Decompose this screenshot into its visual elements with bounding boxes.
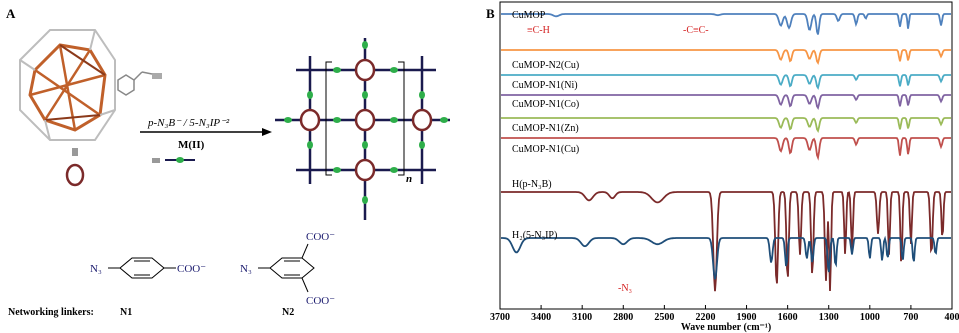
repeat-subscript: n bbox=[406, 173, 412, 185]
spectrum-line bbox=[501, 235, 951, 280]
spectrum-line bbox=[501, 74, 951, 90]
reagent-text: p-N₃B⁻ / 5-N₃IP⁻² bbox=[147, 117, 230, 129]
x-tick-label: 400 bbox=[945, 312, 959, 323]
annotation-n3: -N₃ bbox=[618, 283, 632, 294]
panel-a-scheme: A p-N₃B⁻ / 5-N₃IP⁻² M(II) bbox=[6, 6, 450, 318]
panel-a-label: A bbox=[6, 6, 16, 21]
x-tick-label: 1300 bbox=[819, 312, 839, 323]
x-tick-label: 3100 bbox=[572, 312, 592, 323]
spectrum-label: CuMOP-N1(Co) bbox=[512, 99, 579, 110]
x-tick-label: 1900 bbox=[737, 312, 757, 323]
network-nodes bbox=[299, 58, 433, 182]
linkers-caption: Networking linkers: bbox=[8, 307, 94, 318]
svg-text:COO⁻: COO⁻ bbox=[177, 263, 206, 275]
metal-text: M(II) bbox=[178, 139, 205, 151]
spectrum-label: CuMOP-N2(Cu) bbox=[512, 60, 579, 71]
spectrum-line bbox=[501, 13, 951, 35]
linker-n1-label: N1 bbox=[120, 307, 132, 318]
equivalence-mark bbox=[72, 148, 78, 156]
spectrum-label: CuMOP-N1(Cu) bbox=[512, 144, 579, 155]
cage-node-symbol bbox=[65, 163, 85, 187]
spectrum-line bbox=[501, 191, 951, 292]
spectrum-label: CuMOP-N1(Zn) bbox=[512, 123, 579, 134]
spectrum-line bbox=[501, 137, 951, 161]
linker-n2-label: N2 bbox=[282, 307, 294, 318]
annotation-ch: ≡C-H bbox=[527, 25, 550, 36]
panel-b-label: B bbox=[486, 6, 495, 21]
linker-n2-structure: N₃ COO⁻ COO⁻ bbox=[240, 231, 335, 307]
spectrum-label: CuMOP bbox=[512, 10, 546, 21]
spectra-lines bbox=[501, 13, 951, 292]
x-tick-label: 2500 bbox=[654, 312, 674, 323]
svg-text:N₃: N₃ bbox=[240, 263, 252, 275]
plot-frame bbox=[499, 1, 953, 310]
x-tick-label: 1600 bbox=[778, 312, 798, 323]
svg-text:COO⁻: COO⁻ bbox=[306, 295, 335, 307]
linker-n1-structure: N₃ COO⁻ bbox=[90, 257, 206, 279]
x-tick-label: 700 bbox=[903, 312, 918, 323]
spectrum-line bbox=[501, 49, 951, 65]
svg-text:N₃: N₃ bbox=[90, 263, 102, 275]
linker-dots bbox=[284, 41, 448, 204]
spectrum-label: H₂(5-N₃IP) bbox=[512, 230, 557, 241]
x-tick-label: 3400 bbox=[531, 312, 551, 323]
spectrum-line bbox=[501, 117, 951, 133]
x-tick-label: 3700 bbox=[490, 312, 510, 323]
spectrum-label: H(p-N₃B) bbox=[512, 179, 552, 190]
x-tick-label: 2800 bbox=[613, 312, 633, 323]
spectrum-line bbox=[501, 94, 951, 110]
x-tick-label: 2200 bbox=[695, 312, 715, 323]
spectrum-label: CuMOP-N1(Ni) bbox=[512, 80, 578, 91]
spectra-labels: CuMOP CuMOP-N2(Cu) CuMOP-N1(Ni) CuMOP-N1(Co… bbox=[512, 10, 579, 241]
cage-structure bbox=[19, 29, 162, 141]
svg-text:COO⁻: COO⁻ bbox=[306, 231, 335, 243]
x-tick-label: 1000 bbox=[860, 312, 880, 323]
repeat-brackets bbox=[325, 61, 405, 176]
annotation-cc: -C≡C- bbox=[683, 25, 709, 36]
x-axis-label: Wave number (cm⁻¹) bbox=[681, 322, 771, 333]
x-axis-ticks: 3700 3400 3100 2800 2500 2200 1900 1600 1300 1000… bbox=[490, 305, 959, 323]
ftir-chart: B 3700 3400 3100 2800 2500 2200 1900 1600 1300 10… bbox=[486, 1, 959, 333]
